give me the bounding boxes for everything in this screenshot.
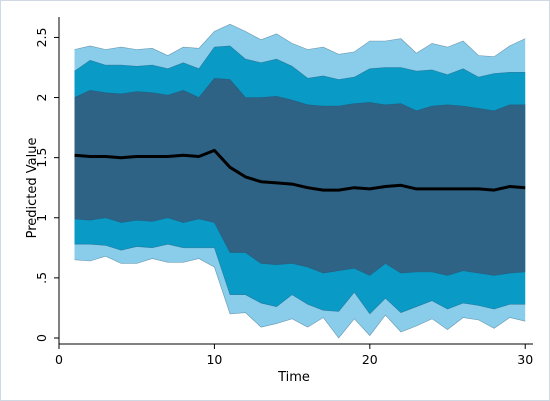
y-tick-label: 1.5 <box>34 148 49 168</box>
x-tick-label: 20 <box>362 352 378 367</box>
band-2-upper-edge <box>74 77 526 112</box>
band-1-upper-edge <box>74 45 526 80</box>
axes: 0 10 20 30 0 .5 1 1.5 2 2.5 <box>34 17 533 367</box>
x-tick-label: 10 <box>206 352 222 367</box>
x-axis-label: Time <box>277 370 310 385</box>
y-tick-label: 2.5 <box>34 27 49 47</box>
band-2-lower-edge <box>74 217 526 276</box>
y-axis-label: Predicted Value <box>25 138 40 239</box>
x-tick-label: 0 <box>55 352 63 367</box>
prediction-line <box>74 148 526 192</box>
prediction-line-layer <box>74 148 526 192</box>
band-0-upper-edge <box>74 23 526 58</box>
y-tick-label: 0 <box>34 334 49 342</box>
y-tick-label: .5 <box>34 272 49 284</box>
y-tick-label: 1 <box>34 214 49 222</box>
band-2 <box>74 78 526 276</box>
band-0-lower-edge <box>74 255 526 339</box>
y-tick-label: 2 <box>34 94 49 102</box>
confidence-bands <box>74 23 526 339</box>
x-tick-label: 30 <box>517 352 533 367</box>
band-1-lower-edge <box>74 243 526 315</box>
